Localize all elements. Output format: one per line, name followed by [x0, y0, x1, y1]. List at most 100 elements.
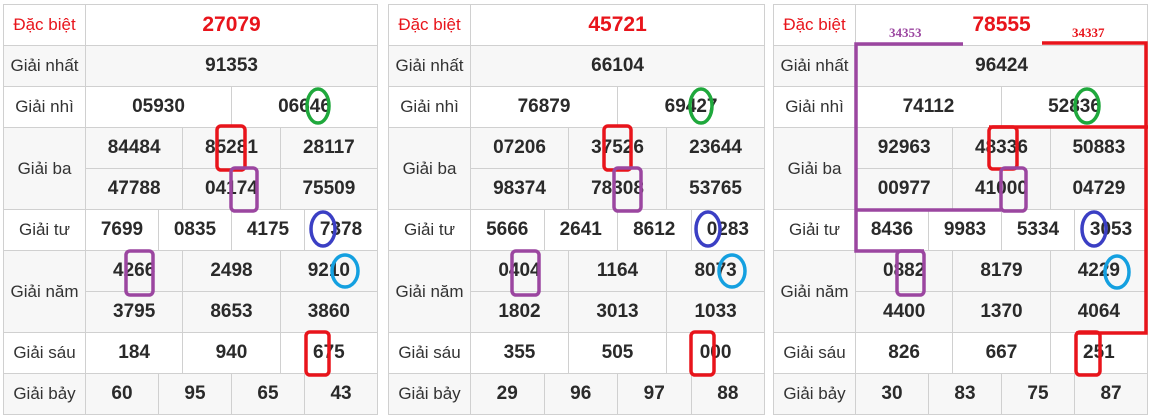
prize-label: Giải tư: [773, 209, 856, 251]
prize-number: 0882: [854, 250, 954, 292]
prize-number: 2498: [182, 250, 281, 292]
prize-number: 07206: [470, 127, 569, 169]
prize-label: Giải tư: [3, 209, 86, 251]
prize-number: 95: [157, 373, 232, 415]
prize-number: 04174: [182, 168, 281, 210]
prize-row: Đặc biệt 45721: [388, 4, 766, 46]
prize-number: 50883: [1049, 127, 1149, 169]
result-table-2: Đặc biệt 45721 Giải nhất 66104 Giải nhì 76879…: [388, 4, 766, 415]
prize-label: Giải sáu: [388, 332, 471, 374]
prize-label: Giải nhất: [773, 45, 856, 87]
prize-number: 98374: [470, 168, 569, 210]
prize-number: 3053: [1073, 209, 1149, 251]
prize-number: 60: [85, 373, 159, 415]
prize-number: 4175: [230, 209, 305, 251]
prize-number: 84484: [84, 127, 184, 169]
prize-number: 75509: [279, 168, 379, 210]
prize-number: 96424: [854, 45, 1149, 87]
prize-number: 96: [543, 373, 618, 415]
prize-number: 5334: [1000, 209, 1075, 251]
prize-row: Giải ba 84484 85281 28117: [3, 127, 379, 210]
prize-number: 7378: [303, 209, 379, 251]
prize-number: 5666: [470, 209, 545, 251]
prize-number: 69427: [616, 86, 766, 128]
prize-row: Giải tư 7699 0835 4175 7378: [3, 209, 379, 251]
prize-number: 505: [568, 332, 667, 374]
prize-row: Giải nhì 74112 52836: [773, 86, 1149, 128]
prize-label: Giải năm: [773, 250, 856, 333]
prize-row: Giải bảy 29 96 97 88: [388, 373, 766, 415]
prize-label: Giải nhất: [3, 45, 86, 87]
prize-label: Đặc biệt: [3, 4, 86, 46]
prize-number: 66104: [469, 45, 766, 87]
prize-row: Giải nhất 66104: [388, 45, 766, 87]
special-prize-number: 45721: [469, 4, 766, 46]
prize-row: Giải năm 0404 1164 8073: [388, 250, 766, 333]
prize-label: Giải ba: [773, 127, 856, 210]
prize-number: 28117: [279, 127, 379, 169]
prize-number: 48336: [952, 127, 1051, 169]
prize-number: 826: [854, 332, 954, 374]
prize-number: 355: [470, 332, 569, 374]
prize-number: 97: [617, 373, 692, 415]
prize-number: 05930: [85, 86, 232, 128]
prize-label: Giải tư: [388, 209, 471, 251]
prize-row: Giải nhì 05930 06646: [3, 86, 379, 128]
prize-number: 184: [84, 332, 184, 374]
prize-number: 8653: [182, 291, 281, 333]
prize-row: Giải năm 4266 2498 9210: [3, 250, 379, 333]
prize-number: 29: [470, 373, 545, 415]
prize-number: 00977: [854, 168, 954, 210]
prize-number: 1033: [665, 291, 766, 333]
prize-number: 85281: [182, 127, 281, 169]
result-table-1: Đặc biệt 27079 Giải nhất 91353 Giải nhì 05930…: [3, 4, 379, 415]
prize-number: 87: [1073, 373, 1149, 415]
prize-label: Giải bảy: [388, 373, 471, 415]
prize-label: Giải bảy: [3, 373, 86, 415]
prize-number: 8073: [665, 250, 766, 292]
prize-label: Giải sáu: [3, 332, 86, 374]
prize-number: 65: [230, 373, 305, 415]
prize-label: Giải sáu: [773, 332, 856, 374]
prize-number: 0283: [690, 209, 766, 251]
prize-row: Đặc biệt 78555: [773, 4, 1149, 46]
prize-number: 04729: [1049, 168, 1149, 210]
prize-number: 7699: [85, 209, 159, 251]
prize-number: 91353: [84, 45, 379, 87]
prize-row: 3795 8653 3860: [4, 291, 379, 333]
prize-label: Giải năm: [388, 250, 471, 333]
prize-number: 92963: [854, 127, 954, 169]
prize-label: Đặc biệt: [773, 4, 856, 46]
prize-row: Đặc biệt 27079: [3, 4, 379, 46]
prize-number: 8436: [855, 209, 929, 251]
prize-label: Giải nhì: [3, 86, 86, 128]
prize-number: 3013: [568, 291, 667, 333]
prize-row: Giải sáu 184 940 675: [3, 332, 379, 374]
special-prize-number: 27079: [84, 4, 379, 46]
prize-number: 41000: [952, 168, 1051, 210]
prize-row: Giải tư 8436 9983 5334 3053: [773, 209, 1149, 251]
result-table-3: Đặc biệt 78555 Giải nhất 96424 Giải nhì 74112…: [773, 4, 1149, 415]
prize-number: 4266: [84, 250, 184, 292]
prize-number: 78308: [568, 168, 667, 210]
prize-number: 1164: [568, 250, 667, 292]
prize-row: Giải tư 5666 2641 8612 0283: [388, 209, 766, 251]
prize-label: Giải bảy: [773, 373, 856, 415]
prize-number: 2641: [543, 209, 618, 251]
special-prize-number: 78555: [854, 4, 1149, 46]
prize-label: Giải nhất: [388, 45, 471, 87]
prize-row: Giải ba 07206 37526 23644: [388, 127, 766, 210]
prize-number: 8179: [952, 250, 1051, 292]
prize-row: Giải ba 92963 48336 50883: [773, 127, 1149, 210]
prize-number: 75: [1000, 373, 1075, 415]
prize-number: 4229: [1049, 250, 1149, 292]
prize-number: 4064: [1049, 291, 1149, 333]
prize-label: Giải nhì: [388, 86, 471, 128]
prize-row: Giải năm 0882 8179 4229: [773, 250, 1149, 333]
prize-number: 9983: [927, 209, 1002, 251]
prize-number: 76879: [470, 86, 618, 128]
prize-number: 47788: [84, 168, 184, 210]
prize-number: 43: [303, 373, 379, 415]
prize-row: Giải bảy 30 83 75 87: [773, 373, 1149, 415]
prize-number: 37526: [568, 127, 667, 169]
